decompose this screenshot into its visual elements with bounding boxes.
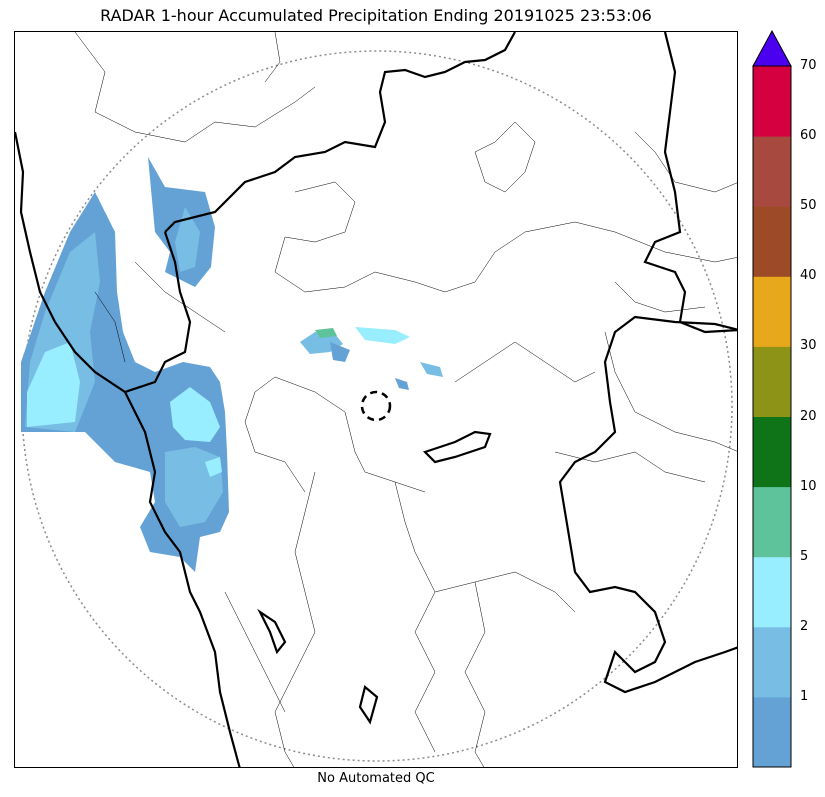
state-boundaries xyxy=(15,32,737,767)
colorbar-segment xyxy=(753,416,791,488)
district-boundaries xyxy=(74,32,737,767)
colorbar-segment xyxy=(753,486,791,558)
precipitation-colorbar xyxy=(752,30,792,768)
interior-echoes xyxy=(300,327,443,390)
radar-map[interactable] xyxy=(14,31,738,768)
colorbar-tick-label: 70 xyxy=(800,58,817,73)
map-canvas xyxy=(15,32,737,767)
colorbar-tick-label: 20 xyxy=(800,408,817,424)
colorbar-segment xyxy=(753,276,791,347)
colorbar-tick-label: 30 xyxy=(800,338,817,354)
colorbar-segment xyxy=(753,206,791,277)
precipitation-echoes xyxy=(21,157,229,572)
colorbar-segment xyxy=(753,626,791,698)
range-ring xyxy=(21,50,733,762)
colorbar-tick-label: 60 xyxy=(800,128,817,144)
colorbar-tick-label: 1 xyxy=(800,688,809,704)
colorbar-tick-label: 5 xyxy=(800,548,809,564)
colorbar-tick-label: 40 xyxy=(800,268,817,284)
colorbar-segment xyxy=(753,136,791,207)
radar-site-marker xyxy=(360,390,392,422)
colorbar-extend-arrow xyxy=(752,30,792,67)
map-title: RADAR 1-hour Accumulated Precipitation E… xyxy=(100,6,652,25)
qc-status-text: No Automated QC xyxy=(317,771,435,786)
colorbar-segment xyxy=(753,66,791,137)
colorbar-tick-label: 10 xyxy=(800,478,817,494)
colorbar-tick-label: 2 xyxy=(800,618,809,634)
colorbar-segment xyxy=(753,696,791,768)
colorbar-segment xyxy=(753,556,791,628)
colorbar-tick-label: 50 xyxy=(800,198,817,214)
colorbar-segment xyxy=(753,346,791,417)
